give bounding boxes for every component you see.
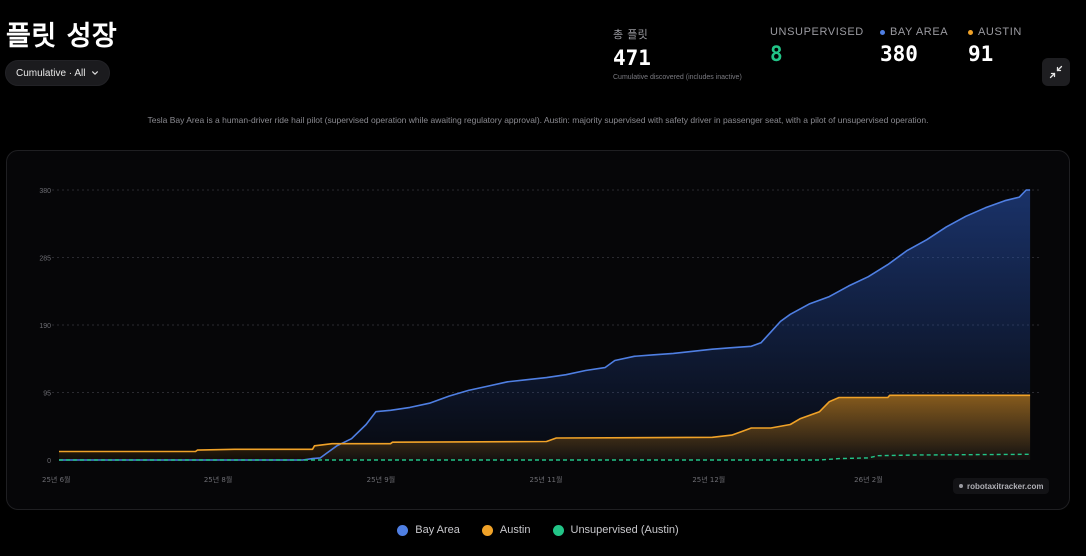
- stat-unsupervised-value: 8: [770, 42, 783, 66]
- info-note: Tesla Bay Area is a human-driver ride ha…: [147, 115, 929, 125]
- x-tick-label: 25년 6월: [42, 475, 70, 484]
- legend-label: Austin: [499, 524, 531, 536]
- x-tick-label: 25년 9월: [367, 475, 395, 484]
- bay-area-line: [59, 189, 1031, 461]
- y-tick-label: 190: [39, 323, 51, 330]
- stat-total-note: Cumulative discovered (includes inactive…: [613, 74, 742, 81]
- x-tick-label: 25년 12월: [692, 475, 725, 484]
- stat-austin-label: AUSTIN: [978, 26, 1022, 38]
- legend-item-unsupervised[interactable]: Unsupervised (Austin): [552, 524, 679, 536]
- page-title: 플릿 성장: [6, 21, 118, 52]
- stat-bay-area-label: BAY AREA: [890, 26, 949, 38]
- stat-bay-area-value: 380: [880, 42, 918, 66]
- chart-legend: Bay Area Austin Unsupervised (Austin): [0, 524, 1076, 536]
- legend-swatch-austin: [481, 524, 493, 536]
- y-tick-label: 380: [39, 188, 51, 195]
- watermark: robotaxitracker.com: [953, 478, 1050, 494]
- filter-label: Cumulative · All: [16, 67, 86, 79]
- austin-line: [59, 394, 1031, 453]
- austin-area: [59, 395, 1031, 460]
- y-tick-label: 95: [43, 391, 51, 398]
- x-tick-label: 25년 11월: [530, 475, 563, 484]
- watermark-text: robotaxitracker.com: [967, 481, 1044, 491]
- y-tick-label: 0: [47, 458, 51, 465]
- bay-area-area: [59, 190, 1031, 460]
- stat-total-value: 471: [613, 46, 651, 70]
- stat-total-label: 총 플릿: [613, 28, 649, 41]
- legend-item-austin[interactable]: Austin: [481, 524, 531, 536]
- bay-area-dot: [880, 29, 885, 35]
- legend-swatch-bay-area: [397, 524, 409, 536]
- chevron-down-icon: [92, 71, 99, 75]
- stat-bay-area: BAY AREA 380: [880, 26, 948, 66]
- legend-item-bay-area[interactable]: Bay Area: [397, 524, 460, 536]
- stat-austin: AUSTIN 91: [968, 26, 1022, 66]
- stat-unsupervised: UNSUPERVISED 8: [770, 26, 864, 66]
- x-tick-label: 25년 8월: [204, 475, 232, 484]
- x-tick-label: 26년 2월: [854, 475, 882, 484]
- y-tick-label: 285: [39, 256, 51, 263]
- stat-unsupervised-label: UNSUPERVISED: [770, 26, 864, 38]
- watermark-dot-icon: [959, 484, 963, 488]
- collapse-button[interactable]: [1042, 58, 1070, 86]
- austin-dot: [968, 29, 973, 35]
- cumulative-filter-dropdown[interactable]: Cumulative · All: [5, 60, 111, 86]
- stat-total: 총 플릿 471 Cumulative discovered (includes…: [613, 26, 742, 81]
- legend-swatch-unsupervised: [552, 524, 564, 536]
- legend-label: Bay Area: [415, 524, 460, 536]
- collapse-icon: [1049, 65, 1063, 79]
- stat-austin-value: 91: [968, 42, 994, 66]
- legend-label: Unsupervised (Austin): [570, 524, 679, 536]
